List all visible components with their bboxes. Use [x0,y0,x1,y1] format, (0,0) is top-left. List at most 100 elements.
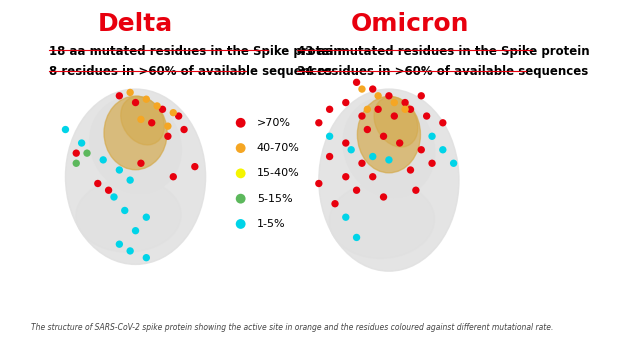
Point [416,147,426,152]
Point [352,80,361,85]
Point [438,147,448,152]
Point [163,134,173,139]
Point [368,154,378,159]
Point [384,93,394,99]
Point [104,188,113,193]
Point [363,106,373,112]
Point [174,113,184,119]
Text: 34 residues in >60% of available sequences: 34 residues in >60% of available sequenc… [297,66,588,79]
Point [141,97,151,102]
Point [438,120,448,125]
Text: Delta: Delta [98,12,173,35]
Point [373,106,383,112]
Point [136,117,146,122]
Point [93,181,103,186]
Point [373,93,383,99]
Point [405,106,415,112]
Point [330,201,340,206]
Point [125,248,135,254]
Point [125,90,135,95]
Point [120,208,130,213]
Ellipse shape [343,97,435,197]
Point [352,188,361,193]
Text: The structure of SARS-CoV-2 spike protein showing the active site in orange and : The structure of SARS-CoV-2 spike protei… [31,323,553,332]
Ellipse shape [121,96,164,145]
Point [368,86,378,92]
Point [190,164,200,169]
Point [236,196,246,201]
Point [395,140,405,146]
Text: 15-40%: 15-40% [257,168,299,179]
Point [141,255,151,260]
Text: 43 aa mutated residues in the Spike protein: 43 aa mutated residues in the Spike prot… [297,45,590,58]
Point [363,127,373,132]
Point [416,93,426,99]
Point [427,160,437,166]
Point [346,147,356,152]
Point [71,160,81,166]
Point [389,100,399,105]
Point [163,123,173,129]
Point [115,167,125,173]
Point [168,110,178,115]
Point [384,157,394,163]
Ellipse shape [104,96,167,170]
Point [236,120,246,125]
Ellipse shape [374,97,418,147]
Point [82,150,92,156]
Point [357,160,367,166]
Point [449,160,459,166]
Point [152,103,162,109]
Text: Omicron: Omicron [352,12,470,35]
Point [109,194,119,200]
Point [314,181,324,186]
Point [341,140,351,146]
Ellipse shape [357,96,420,173]
Point [236,146,246,151]
Text: 5-15%: 5-15% [257,194,293,204]
Text: 1-5%: 1-5% [257,219,285,229]
Point [136,160,146,166]
Point [341,174,351,180]
Point [352,235,361,240]
Point [157,106,167,112]
Point [125,177,135,183]
Point [405,167,415,173]
Point [422,113,432,119]
Point [341,215,351,220]
Point [168,174,178,180]
Point [341,100,351,105]
Point [77,140,87,146]
Point [357,86,367,92]
Point [400,106,410,112]
Point [379,194,389,200]
Point [131,228,141,234]
Point [314,120,324,125]
Point [411,188,421,193]
Ellipse shape [90,97,182,193]
Point [325,154,335,159]
Text: >70%: >70% [257,118,291,128]
Text: 40-70%: 40-70% [257,143,299,153]
Ellipse shape [319,89,459,271]
Ellipse shape [66,89,206,265]
Point [427,134,437,139]
Point [115,241,125,247]
Point [61,127,71,132]
Text: 18 aa mutated residues in the Spike protein: 18 aa mutated residues in the Spike prot… [49,45,342,58]
Point [357,113,367,119]
Point [179,127,189,132]
Point [147,120,157,125]
Point [400,100,410,105]
Point [236,221,246,227]
Point [236,171,246,176]
Point [379,134,389,139]
Point [368,174,378,180]
Point [71,150,81,156]
Text: 8 residues in >60% of available sequences: 8 residues in >60% of available sequence… [49,66,332,79]
Ellipse shape [329,182,435,258]
Point [98,157,108,163]
Point [325,106,335,112]
Point [325,134,335,139]
Point [389,113,399,119]
